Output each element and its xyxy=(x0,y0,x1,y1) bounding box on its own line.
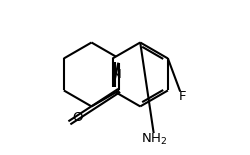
Text: O: O xyxy=(72,111,82,124)
Text: N: N xyxy=(112,68,122,81)
Text: F: F xyxy=(178,90,186,103)
Text: NH$_2$: NH$_2$ xyxy=(142,132,168,147)
